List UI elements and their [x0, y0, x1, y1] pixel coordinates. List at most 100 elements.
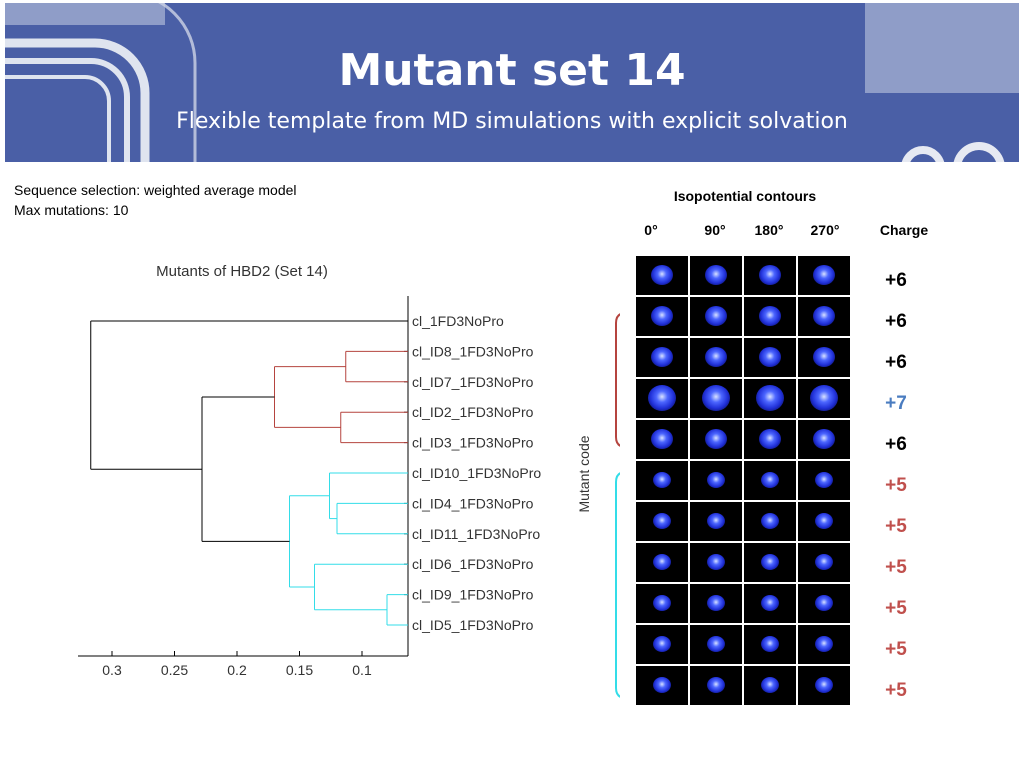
contour-blob	[707, 513, 725, 529]
contour-cell	[744, 297, 796, 336]
contour-cell	[798, 420, 850, 459]
contour-cell	[798, 502, 850, 541]
contour-cell	[636, 379, 688, 418]
charge-value: +6	[885, 434, 907, 455]
contour-cell	[798, 543, 850, 582]
leaf-label: cl_ID11_1FD3NoPro	[412, 526, 540, 542]
contour-grid	[634, 254, 852, 706]
contour-cell	[636, 502, 688, 541]
contour-cell	[744, 420, 796, 459]
x-tick-label: 0.3	[102, 662, 122, 678]
contour-blob	[810, 385, 838, 411]
contour-blob	[705, 429, 727, 449]
cyan-cluster-bracket	[615, 472, 620, 698]
red-cluster-bracket	[615, 313, 620, 447]
contour-blob	[761, 677, 779, 693]
charge-value: +6	[885, 311, 907, 332]
contour-cell	[690, 420, 742, 459]
contour-blob	[756, 385, 784, 411]
charge-value: +5	[885, 598, 907, 619]
angle-label-180: 180°	[754, 222, 784, 238]
contour-cell	[636, 256, 688, 295]
contour-cell	[690, 584, 742, 623]
contour-blob	[761, 554, 779, 570]
contour-blob	[707, 677, 725, 693]
contour-cell	[636, 584, 688, 623]
charge-value: +7	[885, 393, 907, 414]
sequence-selection-text: Sequence selection: weighted average mod…	[14, 182, 297, 198]
contour-cell	[798, 256, 850, 295]
contour-cell	[744, 379, 796, 418]
contour-blob	[813, 429, 835, 449]
contour-cell	[636, 461, 688, 500]
contour-cell	[636, 297, 688, 336]
contour-blob	[815, 554, 833, 570]
contour-cell	[690, 625, 742, 664]
contour-blob	[651, 429, 673, 449]
contour-blob	[815, 595, 833, 611]
contour-blob	[707, 472, 725, 488]
contour-blob	[813, 265, 835, 285]
contour-cell	[798, 625, 850, 664]
leaf-label: cl_ID5_1FD3NoPro	[412, 617, 534, 633]
angle-label-0: 0°	[644, 222, 658, 238]
isopotential-title: Isopotential contours	[673, 188, 817, 204]
leaf-label: cl_ID3_1FD3NoPro	[412, 435, 534, 451]
contour-cell	[744, 543, 796, 582]
contour-blob	[705, 265, 727, 285]
charge-header: Charge	[879, 222, 929, 238]
contour-cell	[636, 543, 688, 582]
contour-blob	[761, 472, 779, 488]
contour-blob	[815, 513, 833, 529]
charge-value: +5	[885, 516, 907, 537]
leaf-label: cl_ID4_1FD3NoPro	[412, 495, 534, 511]
contour-blob	[705, 306, 727, 326]
contour-blob	[761, 513, 779, 529]
contour-blob	[653, 554, 671, 570]
contour-cell	[636, 338, 688, 377]
contour-cell	[636, 625, 688, 664]
contour-cell	[744, 584, 796, 623]
max-mutations-text: Max mutations: 10	[14, 202, 129, 218]
contour-blob	[653, 472, 671, 488]
contour-cell	[690, 297, 742, 336]
contour-cell	[690, 543, 742, 582]
contour-blob	[813, 306, 835, 326]
contour-blob	[761, 595, 779, 611]
contour-cell	[690, 461, 742, 500]
leaf-label: cl_ID9_1FD3NoPro	[412, 587, 534, 603]
contour-blob	[707, 554, 725, 570]
contour-blob	[705, 347, 727, 367]
contour-blob	[653, 595, 671, 611]
contour-blob	[648, 385, 676, 411]
charge-value: +6	[885, 352, 907, 373]
contour-blob	[759, 347, 781, 367]
contour-cell	[744, 256, 796, 295]
contour-blob	[761, 636, 779, 652]
leaf-label: cl_1FD3NoPro	[412, 313, 504, 329]
contour-blob	[759, 429, 781, 449]
contour-blob	[702, 385, 730, 411]
x-tick-label: 0.1	[352, 662, 372, 678]
contour-blob	[653, 636, 671, 652]
contour-blob	[815, 472, 833, 488]
contour-cell	[636, 420, 688, 459]
contour-cell	[690, 666, 742, 705]
contour-cell	[744, 625, 796, 664]
contour-cell	[798, 297, 850, 336]
contour-cell	[690, 379, 742, 418]
angle-label-90: 90°	[704, 222, 726, 238]
charge-value: +5	[885, 639, 907, 660]
charge-value: +5	[885, 680, 907, 701]
dendrogram-chart: Mutants of HBD2 (Set 14) 0.3 0.25 0.2 0.15 0.…	[78, 263, 620, 698]
contour-cell	[744, 338, 796, 377]
charge-value: +5	[885, 475, 907, 496]
leaf-label: cl_ID8_1FD3NoPro	[412, 343, 534, 359]
leaf-label: cl_ID7_1FD3NoPro	[412, 374, 534, 390]
contour-cell	[690, 502, 742, 541]
contour-blob	[651, 347, 673, 367]
contour-blob	[651, 306, 673, 326]
angle-label-270: 270°	[810, 222, 840, 238]
leaf-label: cl_ID10_1FD3NoPro	[412, 465, 541, 481]
contour-blob	[707, 636, 725, 652]
